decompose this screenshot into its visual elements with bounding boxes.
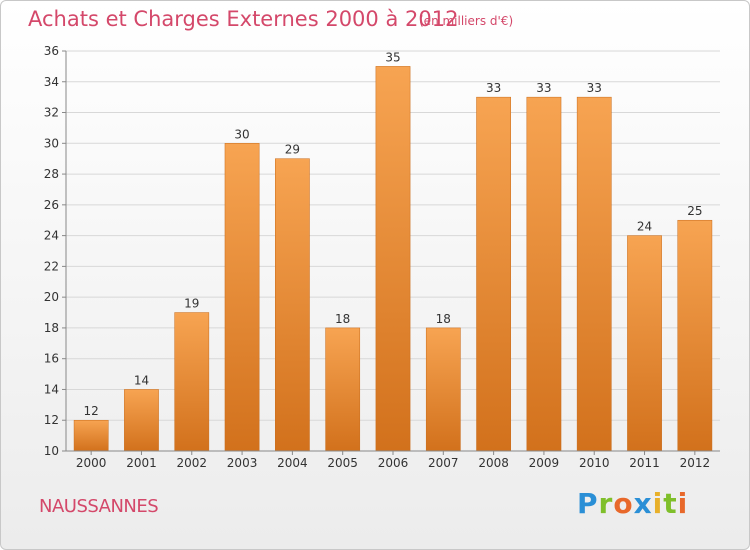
logo-letter: r <box>598 487 614 520</box>
logo-letter: i <box>677 487 689 520</box>
x-tick-label-2011: 2011 <box>629 456 660 470</box>
y-tick-label: 12 <box>44 413 59 427</box>
x-tick-label-2012: 2012 <box>680 456 711 470</box>
y-tick-label: 36 <box>44 44 59 58</box>
y-tick-label: 26 <box>44 198 59 212</box>
data-label-2003: 30 <box>234 127 249 141</box>
data-label-2002: 19 <box>184 297 199 311</box>
bar-2002 <box>174 312 210 452</box>
logo-letter: x <box>633 487 653 520</box>
y-tick-label: 30 <box>44 136 59 150</box>
y-tick-label: 18 <box>44 321 59 335</box>
x-tick-label-2008: 2008 <box>478 456 509 470</box>
logo-letter: o <box>613 487 634 520</box>
y-tick-label: 20 <box>44 290 59 304</box>
data-label-2005: 18 <box>335 312 350 326</box>
x-tick-label-2007: 2007 <box>428 456 459 470</box>
data-label-2000: 12 <box>84 404 99 418</box>
x-tick-label-2000: 2000 <box>76 456 107 470</box>
data-label-2008: 33 <box>486 81 501 95</box>
data-label-2007: 18 <box>436 312 451 326</box>
data-label-2010: 33 <box>587 81 602 95</box>
y-tick-label: 34 <box>44 75 59 89</box>
y-tick-label: 24 <box>44 229 59 243</box>
bar-2011 <box>627 235 662 452</box>
x-tick-label-2004: 2004 <box>277 456 308 470</box>
bar-2012 <box>677 219 713 452</box>
data-label-2011: 24 <box>637 220 652 234</box>
x-tick-label-2003: 2003 <box>227 456 258 470</box>
bar-2010 <box>576 96 612 452</box>
data-label-2001: 14 <box>134 373 149 387</box>
logo-letter: i <box>652 487 664 520</box>
y-tick-label: 14 <box>44 382 59 396</box>
chart-title: Achats et Charges Externes 2000 à 2012 <box>28 7 459 31</box>
data-label-2006: 35 <box>385 50 400 64</box>
chart-subtitle: (en milliers d'€) <box>419 14 514 28</box>
bar-2000 <box>73 419 109 452</box>
x-tick-label-2005: 2005 <box>327 456 358 470</box>
commune-name: NAUSSANNES <box>39 496 159 517</box>
bar-2006 <box>375 66 411 452</box>
y-tick-label: 16 <box>44 352 59 366</box>
bar-2008 <box>476 96 511 452</box>
bar-2003 <box>224 143 260 452</box>
y-tick-label: 32 <box>44 106 59 120</box>
data-label-2004: 29 <box>285 143 300 157</box>
bar-2007 <box>425 327 461 452</box>
logo-letter: t <box>663 487 678 520</box>
y-tick-label: 10 <box>44 444 59 458</box>
bar-2005 <box>325 327 361 452</box>
bar-2004 <box>275 158 310 452</box>
logo-letter: P <box>577 487 599 520</box>
x-tick-label-2006: 2006 <box>378 456 409 470</box>
y-tick-label: 28 <box>44 167 59 181</box>
x-tick-label-2002: 2002 <box>176 456 207 470</box>
x-tick-label-2010: 2010 <box>579 456 610 470</box>
bar-2009 <box>526 96 562 452</box>
y-tick-label: 22 <box>44 259 59 273</box>
x-tick-label-2009: 2009 <box>529 456 560 470</box>
data-label-2009: 33 <box>536 81 551 95</box>
x-tick-label-2001: 2001 <box>126 456 157 470</box>
data-label-2012: 25 <box>687 204 702 218</box>
bar-2001 <box>124 389 159 452</box>
proxiti-logo: Proxiti <box>577 487 688 520</box>
